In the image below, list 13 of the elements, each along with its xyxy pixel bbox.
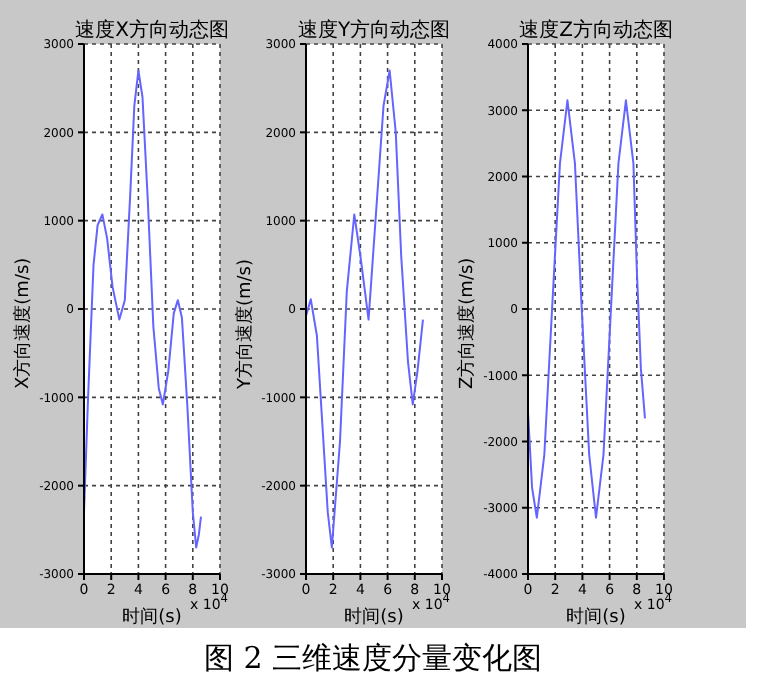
line-series bbox=[306, 69, 424, 549]
chart-title: 速度Y方向动态图 bbox=[297, 20, 451, 42]
chart-title: 速度Z方向动态图 bbox=[519, 20, 673, 42]
y-axis-title: Z方向速度(m/s) bbox=[456, 257, 479, 389]
line-series bbox=[84, 69, 202, 549]
x-axis-title: 时间(s) bbox=[344, 606, 404, 628]
line-series bbox=[528, 99, 646, 519]
y-axis-title: X方向速度(m/s) bbox=[12, 257, 35, 389]
caption: 图 2 三维速度分量变化图 bbox=[201, 640, 545, 678]
y-axis-title: Y方向速度(m/s) bbox=[234, 258, 257, 391]
chart-title: 速度X方向动态图 bbox=[75, 20, 229, 42]
x-axis-title: 时间(s) bbox=[122, 606, 182, 628]
x-axis-title: 时间(s) bbox=[566, 606, 626, 628]
